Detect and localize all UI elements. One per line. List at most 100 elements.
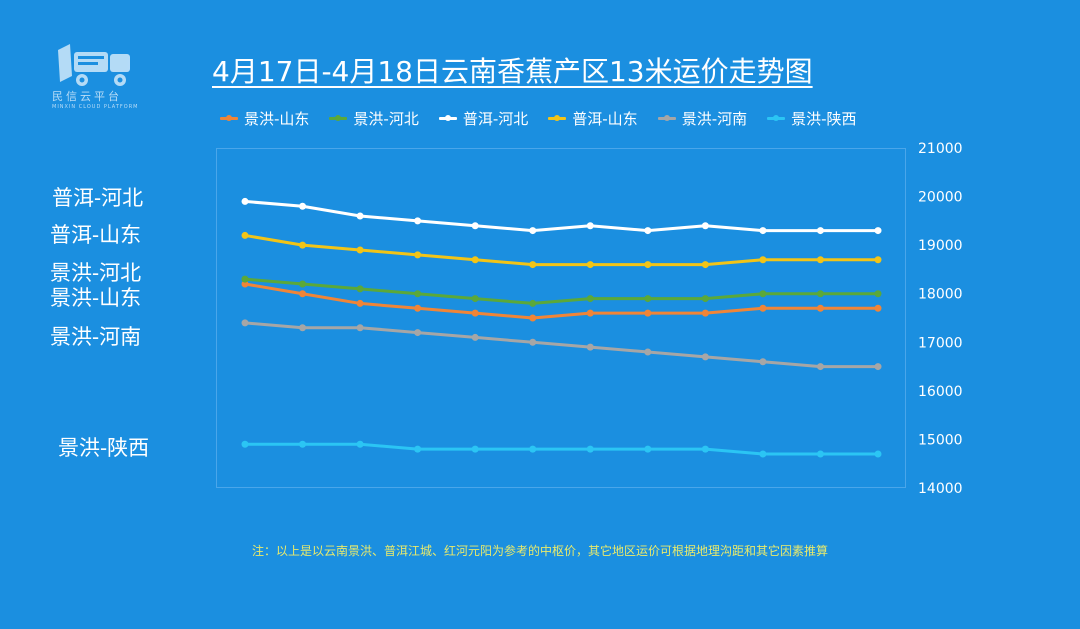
footnote: 注：以上是以云南景洪、普洱江城、红河元阳为参考的中枢价，其它地区运价可根据地理沟… <box>251 544 828 558</box>
legend-item: 普洱-河北 <box>438 108 529 129</box>
series-point-3 <box>816 256 824 264</box>
series-point-2 <box>414 217 422 225</box>
series-point-4 <box>586 343 594 351</box>
y-tick-label: 15000 <box>918 432 963 448</box>
series-line-4 <box>244 321 878 369</box>
y-tick-label: 20000 <box>918 190 963 206</box>
legend-item: 普洱-山东 <box>548 108 638 129</box>
series-point-2 <box>701 222 709 230</box>
series-point-4 <box>414 329 422 337</box>
series-point-0 <box>471 309 479 317</box>
series-point-0 <box>241 280 249 288</box>
series-point-4 <box>471 333 479 341</box>
truck-logo-icon <box>58 44 130 86</box>
series-point-0 <box>644 309 652 317</box>
side-label-puer-hebei: 普洱-河北 <box>52 186 144 210</box>
legend-label: 景洪-河北 <box>353 109 419 128</box>
series-point-3 <box>299 241 307 249</box>
series-point-0 <box>874 304 882 312</box>
series-point-1 <box>644 295 652 303</box>
series-point-1 <box>241 275 249 283</box>
y-tick-label: 19000 <box>918 238 963 254</box>
series-point-5 <box>529 445 537 453</box>
series-point-1 <box>874 290 882 298</box>
legend-label: 普洱-山东 <box>572 109 638 128</box>
y-tick-label: 14000 <box>918 481 963 497</box>
legend-item: 景洪-河南 <box>657 108 747 129</box>
series-point-1 <box>414 290 422 298</box>
series-point-1 <box>299 280 307 288</box>
series-point-2 <box>241 197 249 205</box>
series-point-1 <box>586 295 594 303</box>
side-label-jinghong-shaanxi: 景洪-陕西 <box>58 436 150 460</box>
y-tick-label: 18000 <box>918 287 963 303</box>
series-point-3 <box>759 256 767 264</box>
series-line-2 <box>244 199 878 233</box>
series-point-3 <box>874 256 882 264</box>
series-point-2 <box>471 222 479 230</box>
logo-name: 民信云平台 <box>52 90 122 103</box>
legend-label: 普洱-河北 <box>462 109 529 128</box>
legend-swatch <box>548 114 567 121</box>
series-point-5 <box>644 445 652 453</box>
series-point-3 <box>586 261 594 269</box>
series-point-2 <box>299 202 307 210</box>
series-point-5 <box>471 445 479 453</box>
series-point-0 <box>586 309 594 317</box>
legend-swatch <box>657 114 676 121</box>
legend-item: 景洪-陕西 <box>767 108 857 129</box>
series-point-2 <box>644 227 652 235</box>
series-point-4 <box>701 353 709 361</box>
series-point-4 <box>241 319 249 327</box>
series-point-4 <box>759 358 767 366</box>
legend-swatch <box>438 114 457 121</box>
series-point-1 <box>759 290 767 298</box>
y-tick-label: 16000 <box>918 384 963 400</box>
series-point-2 <box>586 222 594 230</box>
series-point-0 <box>529 314 537 322</box>
series-point-0 <box>356 299 364 307</box>
series-point-2 <box>874 227 882 235</box>
series-point-0 <box>414 304 422 312</box>
chart-legend: 景洪-山东 景洪-河北 普洱-河北 普洱-山东 景洪-河南 景洪-陕西 <box>220 106 940 130</box>
legend-swatch <box>767 114 786 121</box>
series-point-3 <box>471 256 479 264</box>
series-point-5 <box>356 440 364 448</box>
series-point-5 <box>759 450 767 458</box>
side-label-puer-shandong: 普洱-山东 <box>50 223 142 247</box>
series-point-2 <box>529 227 537 235</box>
series-point-3 <box>644 261 652 269</box>
series-point-0 <box>759 304 767 312</box>
logo-subtext: MINXIN CLOUD PLATFORM <box>52 104 139 110</box>
series-point-2 <box>759 227 767 235</box>
side-label-jinghong-hebei: 景洪-河北 <box>50 261 142 285</box>
legend-label: 景洪-山东 <box>244 109 310 128</box>
series-point-1 <box>701 295 709 303</box>
side-label-jinghong-shandong: 景洪-山东 <box>50 286 142 310</box>
series-point-5 <box>241 440 249 448</box>
series-point-5 <box>816 450 824 458</box>
series-point-2 <box>816 227 824 235</box>
series-point-1 <box>471 295 479 303</box>
series-line-3 <box>244 233 878 267</box>
side-label-jinghong-henan: 景洪-河南 <box>50 325 142 349</box>
series-point-1 <box>529 299 537 307</box>
y-tick-label: 21000 <box>918 141 963 157</box>
series-point-4 <box>529 338 537 346</box>
y-tick-label: 17000 <box>918 335 963 351</box>
series-line-5 <box>245 442 878 456</box>
series-point-3 <box>241 231 249 239</box>
series-point-3 <box>529 261 537 269</box>
legend-swatch <box>220 114 238 121</box>
series-line-1 <box>244 277 878 305</box>
series-point-3 <box>414 251 422 259</box>
chart-title: 4月17日-4月18日云南香蕉产区13米运价走势图 <box>212 55 813 88</box>
plot-area <box>216 148 906 488</box>
series-point-2 <box>356 212 364 220</box>
series-point-0 <box>816 304 824 312</box>
legend-swatch <box>329 114 348 121</box>
series-point-5 <box>299 440 307 448</box>
legend-label: 景洪-陕西 <box>791 109 857 128</box>
series-point-5 <box>586 445 594 453</box>
